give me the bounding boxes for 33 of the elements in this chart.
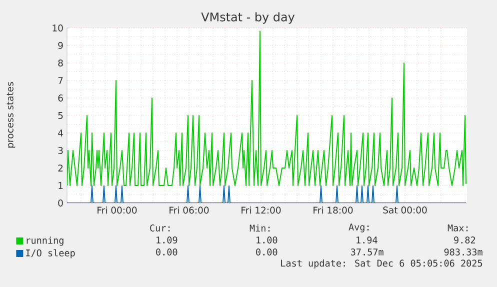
x-tick-label: Sat 00:00 [383, 206, 427, 214]
chart-title: VMstat - by day [201, 12, 295, 24]
y-tick-label: 9 [58, 42, 63, 49]
text: 9.82 [454, 236, 476, 244]
y-tick-label: 3 [58, 146, 63, 154]
text: 0.00 [256, 248, 278, 256]
y-tick-label: 4 [58, 130, 63, 136]
x-tick-label: Fri 00:00 [98, 206, 137, 214]
text: Cur: [150, 224, 170, 232]
y-tick-label: 6 [58, 94, 63, 102]
x-tick-label: Fri 06:00 [170, 206, 209, 214]
y-tick-label: 10 [52, 24, 63, 32]
x-tick-label: Fri 18:00 [314, 206, 353, 214]
y-tick-label: 2 [58, 164, 63, 172]
y-axis-title: process states [6, 82, 16, 148]
y-tick-label: 5 [58, 112, 63, 119]
y-tick-label: 1 [58, 182, 63, 189]
text: 983.33m [444, 248, 482, 256]
text: 0.00 [156, 248, 178, 256]
x-tick-label: Fri 12:00 [242, 206, 281, 214]
legend-label: running [26, 236, 64, 246]
text: 1.09 [156, 236, 178, 244]
legend-label: I/O sleep [26, 249, 75, 258]
text: 1.94 [356, 236, 378, 244]
y-tick-label: 8 [58, 59, 63, 66]
text: 1.00 [256, 236, 278, 244]
text: Min: [250, 224, 270, 232]
text: Max: [448, 224, 468, 232]
text: Last update: Sat Dec 6 05:05:06 2025 [281, 260, 482, 268]
y-tick-label: 7 [58, 77, 63, 84]
text: Avg: [348, 224, 369, 232]
y-tick-label: 0 [58, 200, 63, 206]
text: 37.57m [350, 248, 384, 256]
